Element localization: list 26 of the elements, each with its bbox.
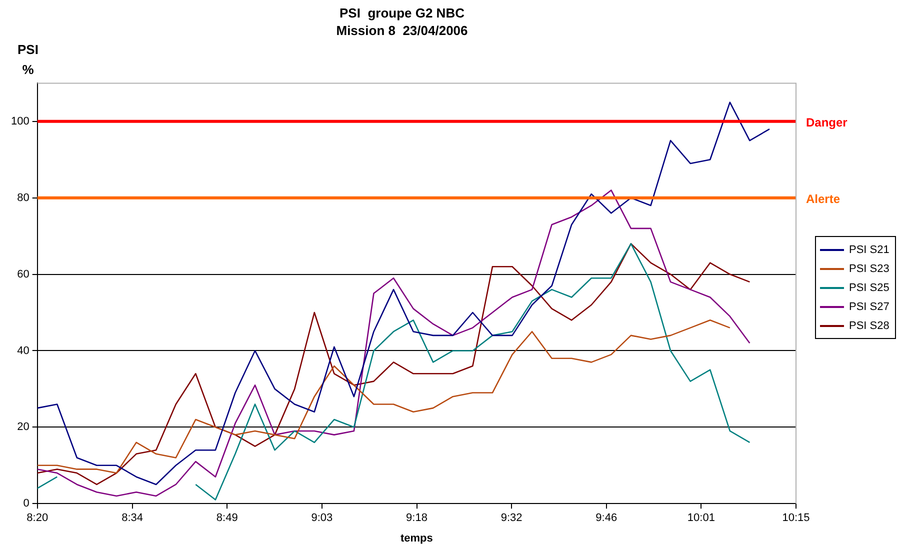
- legend-label: PSI S23: [848, 262, 890, 276]
- x-tick-label: 9:03: [311, 512, 333, 524]
- y-tick-label: 60: [17, 268, 30, 280]
- legend-label: PSI S28: [848, 318, 890, 334]
- x-tick-label: 8:20: [26, 512, 48, 524]
- x-tick-label: 10:01: [687, 512, 715, 524]
- legend-label: PSI S25: [848, 280, 890, 296]
- x-axis-title: temps: [400, 532, 433, 544]
- legend-label: PSI S21: [848, 242, 890, 258]
- x-tick-label: 9:18: [406, 512, 428, 524]
- chart-subtitle: Mission 8 23/04/2006: [336, 22, 468, 38]
- y-tick-label: 80: [17, 192, 30, 204]
- y-tick-label: 0: [23, 498, 30, 510]
- ref-line-label: Alerte: [806, 192, 840, 206]
- ref-line-label: Danger: [806, 116, 848, 130]
- y-axis-title: PSI %: [16, 41, 40, 79]
- x-tick-label: 8:34: [122, 512, 144, 524]
- x-tick-label: 8:49: [216, 512, 238, 524]
- x-tick-label: 9:32: [500, 512, 522, 524]
- y-tick-label: 20: [17, 421, 30, 434]
- y-tick-label: 40: [17, 344, 30, 357]
- y-tick-label: 100: [10, 115, 30, 128]
- x-tick-label: 10:15: [782, 512, 810, 524]
- chart-title: PSI groupe G2 NBC: [340, 5, 466, 20]
- legend-label: PSI S27: [848, 300, 890, 314]
- x-tick-label: 9:46: [596, 512, 618, 524]
